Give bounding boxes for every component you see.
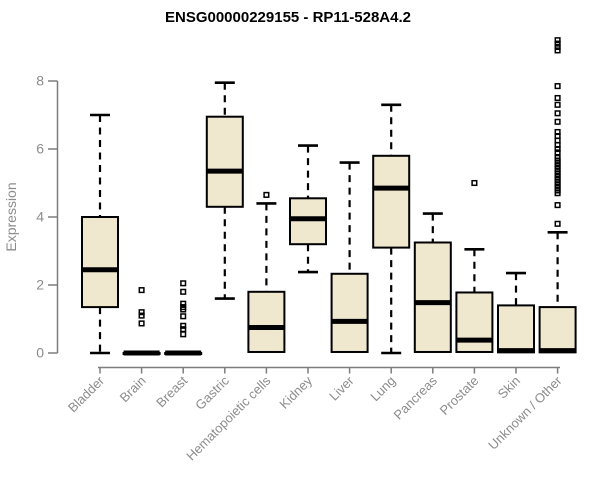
box-series <box>81 37 577 356</box>
outlier-point <box>138 320 145 327</box>
iqr-box <box>330 272 369 353</box>
chart-title: ENSG00000229155 - RP11-528A4.2 <box>165 9 411 26</box>
iqr-box <box>497 304 535 354</box>
outlier-point <box>554 37 561 44</box>
outlier-point <box>180 313 187 320</box>
x-category-label: Brain <box>117 373 149 405</box>
outlier-point <box>554 47 561 54</box>
outlier-point <box>554 83 561 90</box>
outlier-point <box>180 322 187 329</box>
outlier-point <box>180 288 187 295</box>
outlier-point <box>554 202 561 209</box>
outlier-point <box>180 300 187 307</box>
outlier-point <box>180 306 187 313</box>
outlier-point <box>554 128 561 136</box>
outlier-point <box>471 179 478 187</box>
outlier-point <box>554 43 561 51</box>
outlier-point <box>554 149 561 156</box>
y-tick-label: 0 <box>36 345 44 361</box>
y-tick-label: 6 <box>36 141 44 157</box>
x-category-label: Prostate <box>437 373 482 418</box>
boxplot-bladder <box>81 113 119 355</box>
boxplot-gastric <box>205 81 244 300</box>
boxplot-brain <box>122 287 161 356</box>
iqr-box <box>247 290 286 353</box>
outlier-point <box>180 331 187 338</box>
y-tick-label: 8 <box>36 73 44 89</box>
iqr-box <box>372 154 411 249</box>
outlier-point <box>554 118 561 125</box>
x-category-label: Lung <box>367 373 398 404</box>
outlier-point <box>138 312 145 319</box>
y-tick-label: 2 <box>36 277 44 293</box>
x-category-label: Pancreas <box>390 373 440 423</box>
outlier-point <box>138 287 145 294</box>
outlier-point <box>554 154 561 161</box>
iqr-box <box>289 197 327 246</box>
outlier-point <box>180 326 187 333</box>
boxplot-lung <box>372 103 411 355</box>
boxplot-breast <box>164 280 203 356</box>
iqr-box <box>81 216 119 309</box>
boxplot-liver <box>330 161 369 353</box>
x-category-label: Breast <box>153 373 190 410</box>
outlier-point <box>554 110 561 117</box>
x-category-label: Liver <box>326 373 357 404</box>
outlier-point <box>554 40 561 47</box>
outlier-point <box>180 280 187 287</box>
x-category-label: Bladder <box>65 373 108 416</box>
outlier-point <box>554 220 561 227</box>
outlier-point <box>263 191 270 198</box>
boxplot-prostate <box>455 179 494 353</box>
iqr-box <box>538 306 577 354</box>
x-category-label: Kidney <box>276 373 315 412</box>
y-axis-label: Expression <box>3 182 19 251</box>
x-category-label: Gastric <box>192 373 232 413</box>
boxplot-skin <box>497 271 535 354</box>
outlier-point <box>138 309 145 316</box>
y-tick-label: 4 <box>36 209 44 225</box>
boxplot-hematopoietic-cells <box>247 191 286 353</box>
outlier-point <box>554 101 561 108</box>
x-category-label: Skin <box>495 373 523 401</box>
x-category-label: Unknown / Other <box>485 373 565 453</box>
iqr-box <box>205 115 244 208</box>
boxplot-kidney <box>289 144 327 274</box>
iqr-box <box>455 291 494 353</box>
iqr-box <box>413 241 452 353</box>
boxplot-pancreas <box>413 212 452 353</box>
outlier-point <box>554 94 561 102</box>
boxplot-unknown-other <box>538 37 577 354</box>
